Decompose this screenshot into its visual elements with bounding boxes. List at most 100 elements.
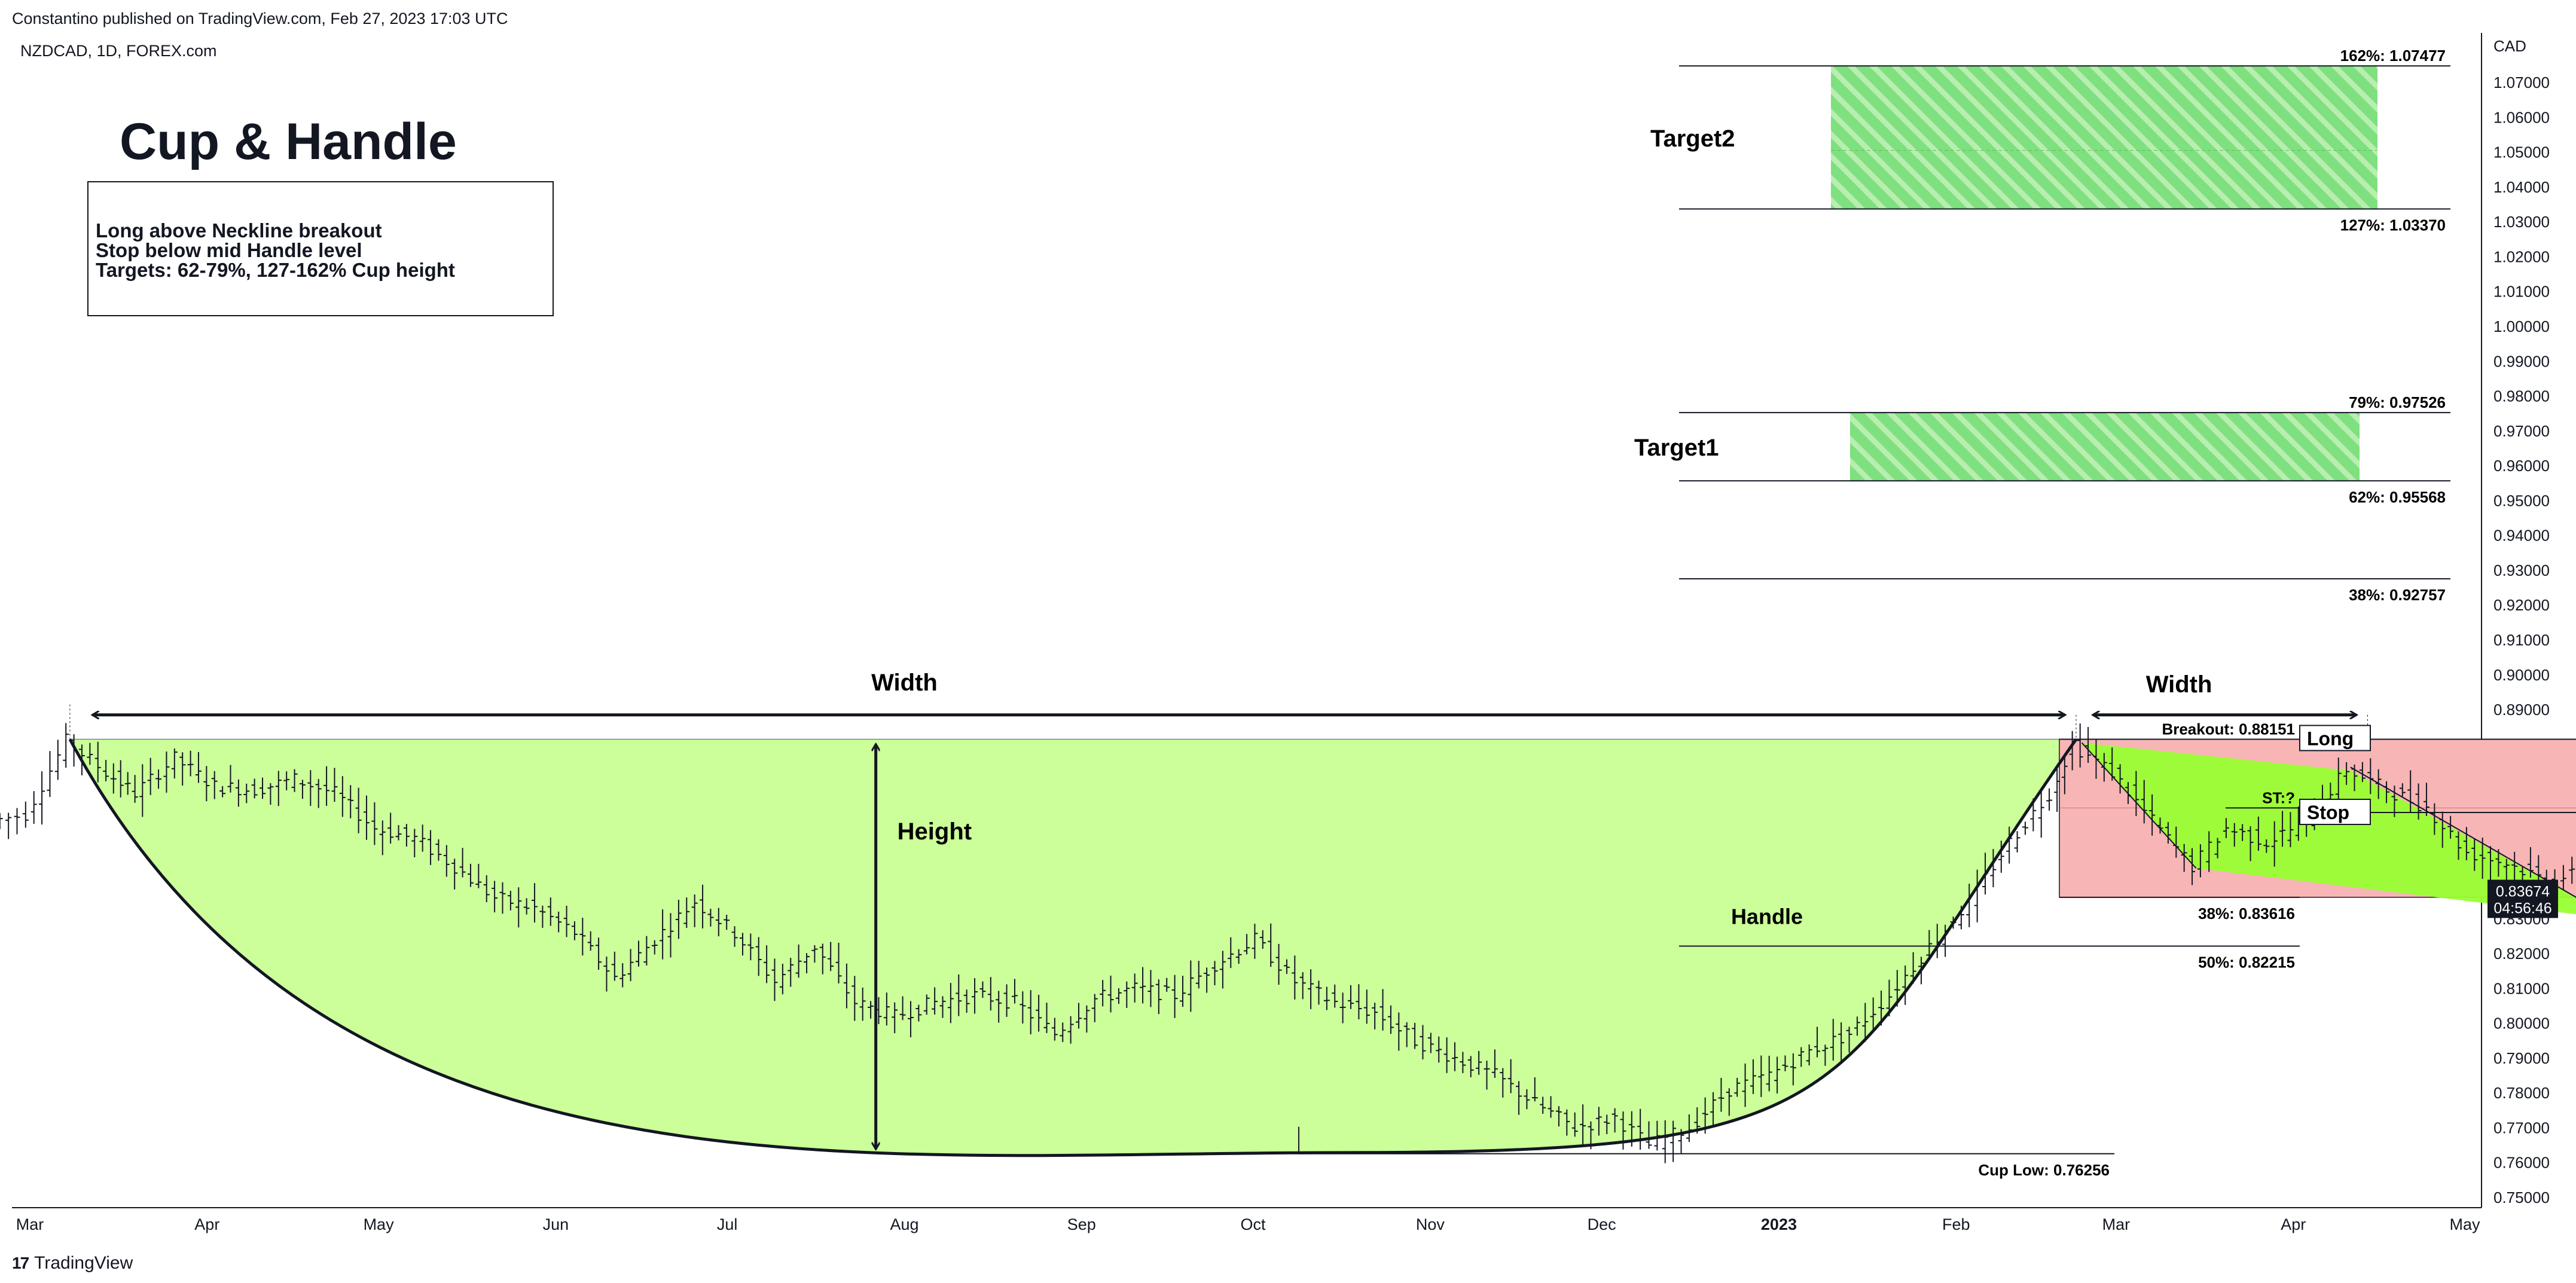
- ohlc-bar: [1467, 1056, 1474, 1077]
- ohlc-bar: [739, 933, 746, 956]
- ohlc-bar: [2335, 757, 2342, 806]
- ohlc-bar: [1268, 923, 1274, 967]
- ohlc-bar: [1604, 1114, 1610, 1134]
- ohlc-bar: [2391, 786, 2398, 817]
- level-label-4: 38%: 0.92757: [2349, 586, 2446, 604]
- y-tick-label-9: 0.98000: [2493, 387, 2550, 405]
- footer-brand[interactable]: 17 TradingView: [12, 1253, 133, 1273]
- ohlc-bar: [851, 976, 858, 1021]
- ohlc-bar: [2479, 837, 2486, 879]
- ohlc-bar: [364, 795, 370, 840]
- ohlc-bar: [835, 942, 842, 983]
- x-tick-label-3: Jun: [543, 1215, 569, 1233]
- ohlc-bar: [1734, 1077, 1741, 1097]
- ohlc-bar: [379, 820, 386, 856]
- ohlc-bar: [643, 936, 650, 966]
- y-tick-label-3: 1.04000: [2493, 178, 2550, 196]
- ohlc-bar: [2415, 783, 2422, 820]
- ohlc-bar: [1379, 989, 1386, 1031]
- ohlc-bar: [883, 992, 890, 1026]
- ohlc-bar: [475, 863, 482, 888]
- ohlc-bar: [2455, 831, 2462, 860]
- level-label-1: 127%: 1.03370: [2340, 216, 2446, 234]
- ohlc-bar: [243, 783, 250, 804]
- ohlc-bar: [1830, 1019, 1836, 1061]
- ohlc-bar: [2447, 815, 2454, 839]
- x-tick-label-13: Apr: [2281, 1215, 2306, 1233]
- ohlc-bar: [2022, 821, 2028, 835]
- ohlc-bar: [1051, 1018, 1058, 1041]
- y-tick-label-0: 1.07000: [2493, 74, 2550, 91]
- level-label-7: 38%: 0.83616: [2198, 905, 2295, 922]
- ohlc-bar: [1003, 984, 1010, 1017]
- symbol-label[interactable]: NZDCAD, 1D, FOREX.com: [20, 42, 217, 60]
- y-tick-label-16: 0.91000: [2493, 631, 2550, 649]
- y-tick-label-7: 1.00000: [2493, 317, 2550, 335]
- ohlc-bar: [932, 987, 938, 1015]
- ohlc-bar: [1436, 1036, 1442, 1063]
- ohlc-bar: [1060, 1022, 1066, 1043]
- ohlc-bar: [691, 894, 698, 927]
- ohlc-bar: [611, 951, 618, 981]
- ohlc-bar: [2157, 817, 2163, 834]
- y-tick-label-1: 1.06000: [2493, 108, 2550, 126]
- ohlc-bar: [347, 785, 354, 818]
- ohlc-bar: [1790, 1053, 1796, 1086]
- ohlc-bar: [117, 760, 124, 798]
- ohlc-bar: [1339, 992, 1346, 1024]
- ohlc-bar: [1020, 991, 1026, 1024]
- long-label: Long: [2307, 728, 2354, 749]
- ohlc-bar: [1204, 967, 1210, 993]
- ohlc-bar: [907, 1001, 914, 1037]
- chart-title: Cup & Handle: [120, 113, 457, 170]
- ohlc-bar: [315, 778, 322, 808]
- ohlc-bar: [2197, 844, 2203, 878]
- ohlc-bar: [2133, 771, 2139, 817]
- ohlc-bar: [1870, 997, 1876, 1032]
- ohlc-bar: [2038, 790, 2044, 838]
- ohlc-bar: [1750, 1059, 1756, 1094]
- ohlc-bar: [2014, 831, 2020, 853]
- published-header: Constantino published on TradingView.com…: [12, 10, 508, 28]
- ohlc-bar: [515, 887, 522, 928]
- level-label-5: Breakout: 0.88151: [2162, 720, 2295, 738]
- ohlc-bar: [2054, 765, 2061, 812]
- ohlc-bar: [2351, 764, 2358, 792]
- ohlc-bar: [2141, 780, 2147, 824]
- y-tick-label-28: 0.79000: [2493, 1049, 2550, 1067]
- ohlc-bar: [2271, 821, 2278, 867]
- y-tick-label-17: 0.90000: [2493, 666, 2550, 684]
- ohlc-bar: [2560, 865, 2566, 890]
- ohlc-bar: [603, 957, 610, 992]
- ohlc-bar: [323, 766, 330, 806]
- ohlc-bar: [2488, 846, 2494, 882]
- ohlc-bar: [1838, 1022, 1845, 1062]
- ohlc-bar: [179, 752, 186, 786]
- ohlc-bar: [110, 763, 117, 794]
- ohlc-bar: [1998, 841, 2004, 873]
- ohlc-bar: [2367, 758, 2374, 795]
- ohlc-bar: [1571, 1112, 1578, 1137]
- ohlc-bar: [1516, 1081, 1522, 1115]
- long-box: [2299, 725, 2371, 752]
- ohlc-bar: [1323, 986, 1330, 1010]
- x-tick-label-11: Feb: [1942, 1215, 1970, 1233]
- ohlc-bar: [795, 944, 802, 978]
- ohlc-bar: [619, 963, 626, 988]
- ohlc-bar: [1595, 1107, 1602, 1136]
- ohlc-bar: [63, 723, 69, 768]
- x-tick-label-9: Dec: [1588, 1215, 1616, 1233]
- ohlc-bar: [939, 996, 946, 1018]
- ohlc-bar: [0, 813, 3, 829]
- ohlc-bar: [1283, 959, 1290, 975]
- ohlc-bar: [1476, 1050, 1482, 1075]
- ohlc-bar: [1491, 1049, 1498, 1078]
- ohlc-bar: [2279, 811, 2286, 847]
- x-tick-label-14: May: [2449, 1215, 2480, 1233]
- ohlc-bar: [492, 881, 498, 913]
- ohlc-bar: [1646, 1121, 1652, 1149]
- ohlc-bar: [291, 769, 298, 792]
- y-tick-label-4: 1.03000: [2493, 213, 2550, 231]
- note-box[interactable]: Long above Neckline breakout Stop below …: [87, 181, 554, 316]
